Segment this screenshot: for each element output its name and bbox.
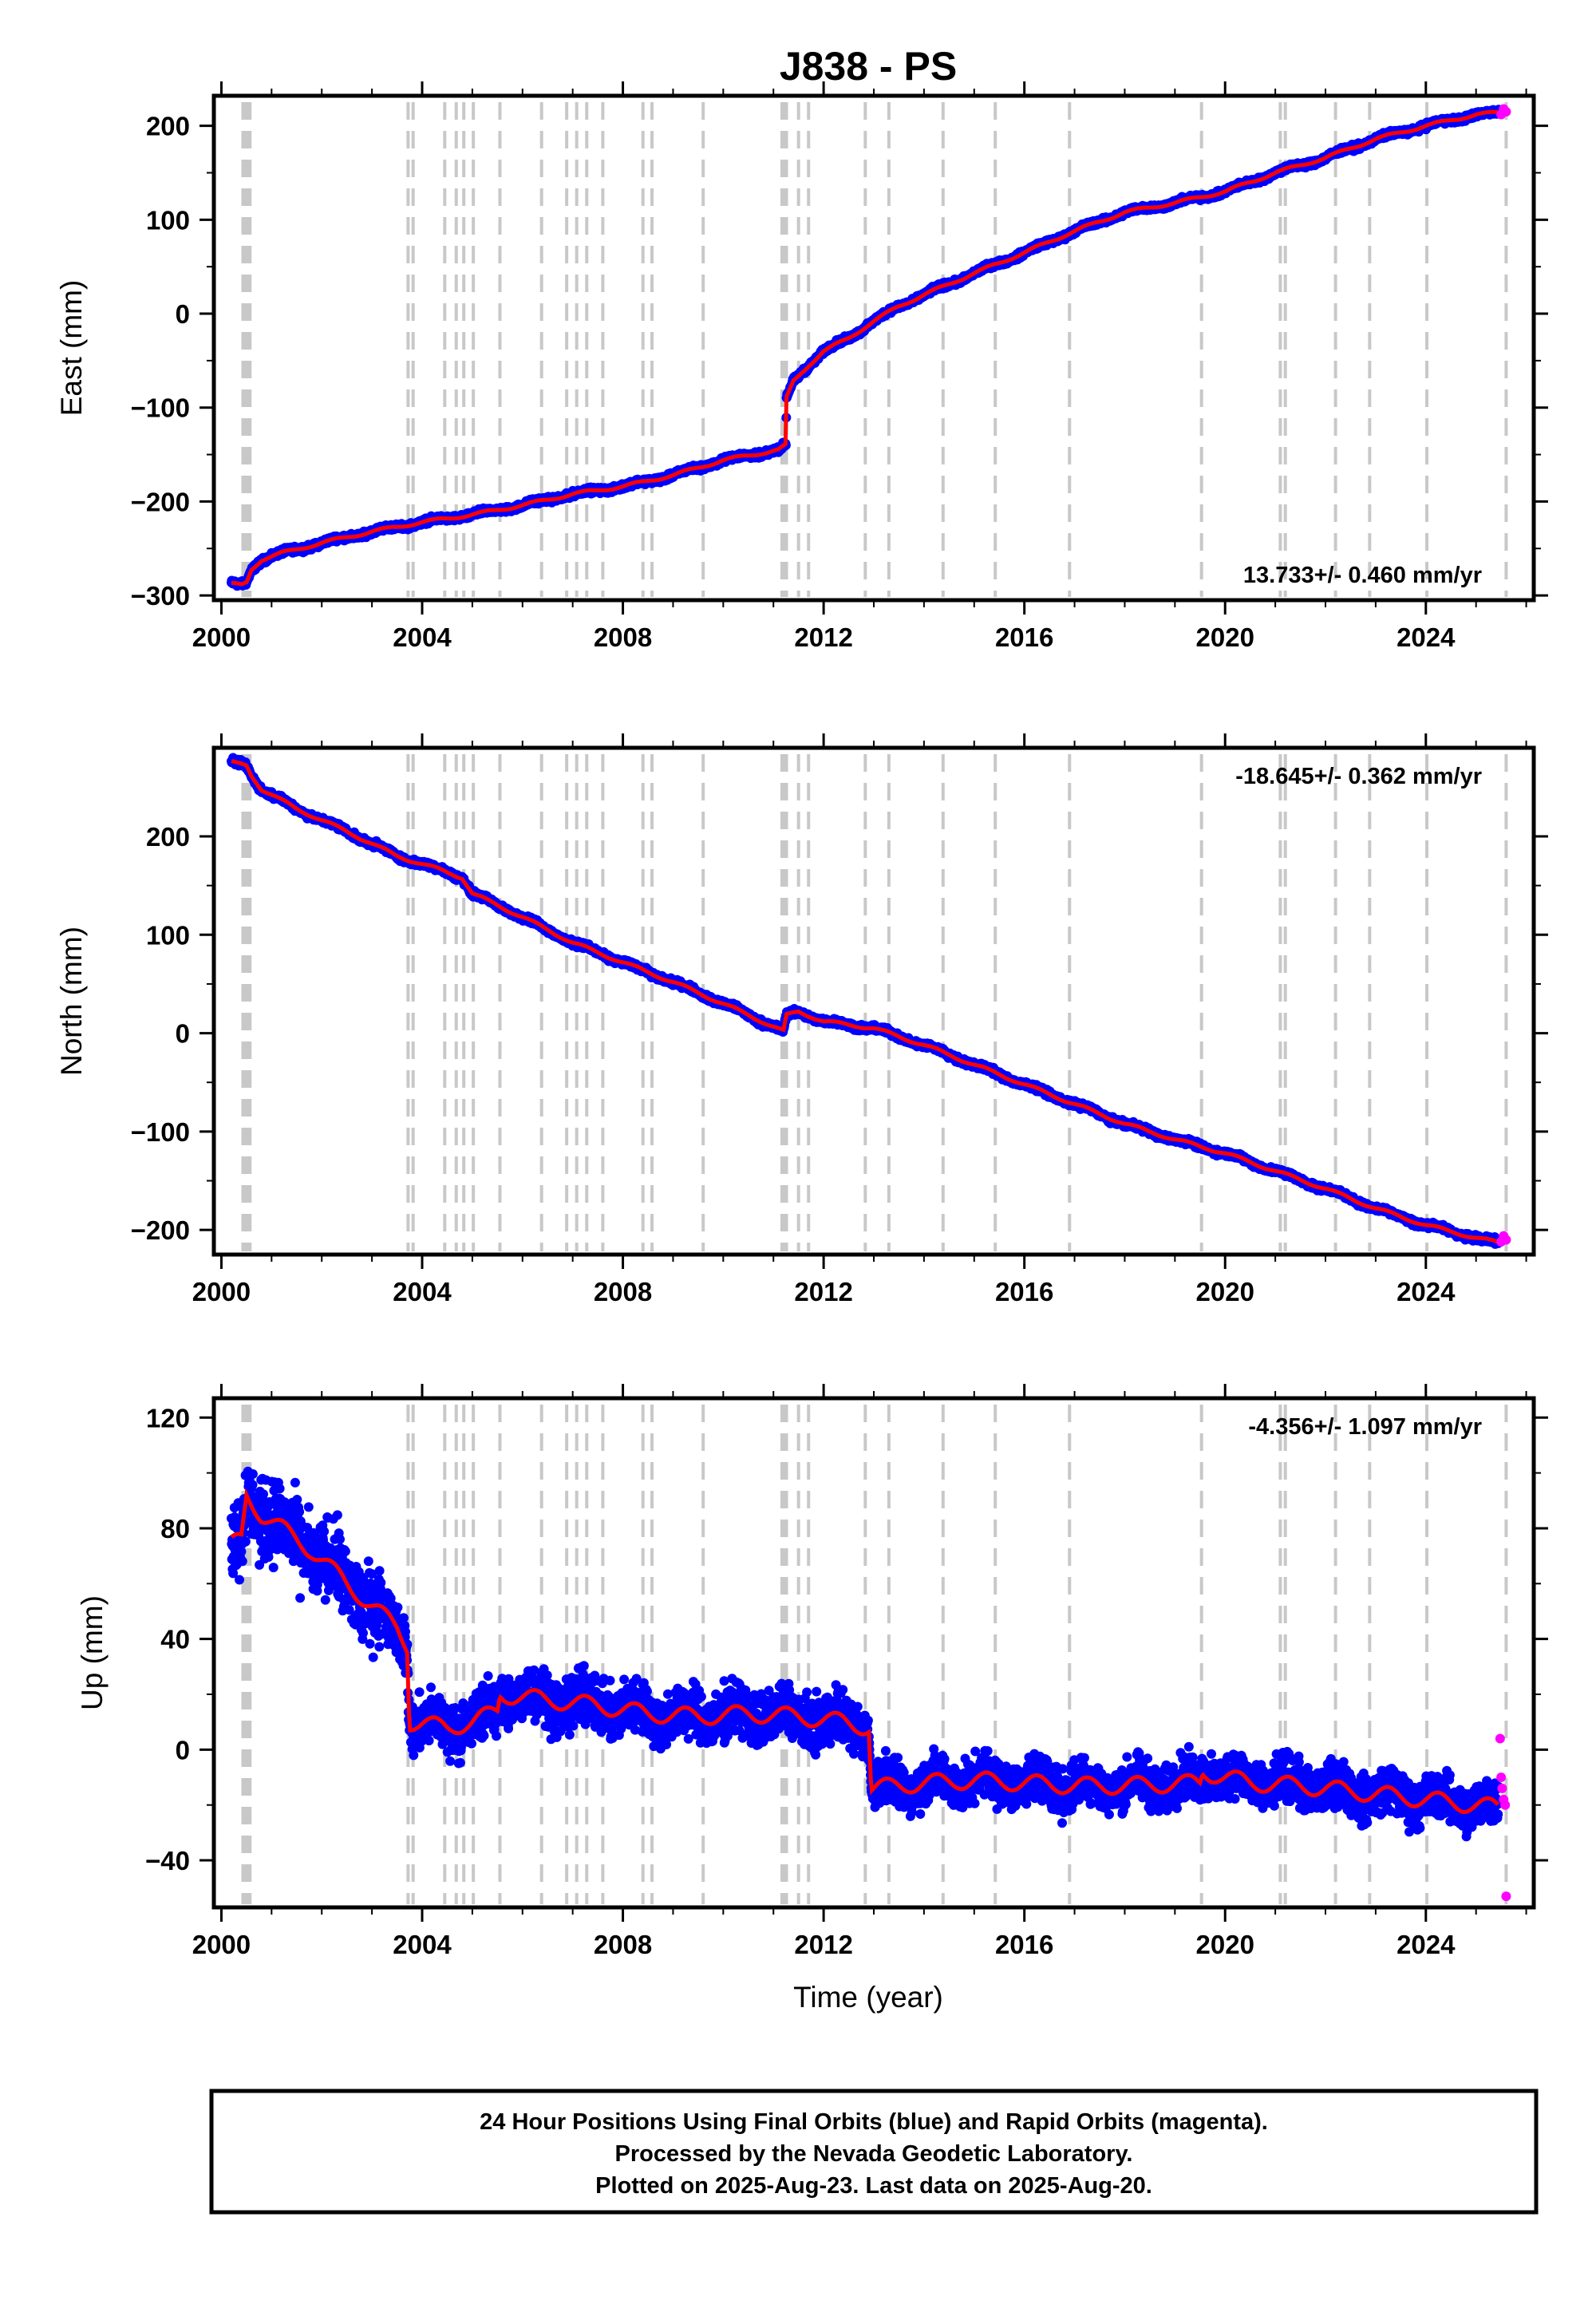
up-panel: 2000 2004 2008 2012 2016 2020 2024 −40 0 40 80 120 U…: [76, 1384, 1548, 1959]
x-tick-label: 2012: [794, 1277, 852, 1306]
x-tick-label: 2012: [794, 1930, 852, 1959]
rapid-orbit-point: [1501, 1891, 1511, 1902]
up-rate-label: -4.356+/- 1.097 mm/yr: [1248, 1414, 1482, 1440]
rapid-orbit-point: [1497, 1783, 1507, 1793]
y-tick-label: 40: [160, 1625, 190, 1654]
x-tick-label: 2024: [1396, 622, 1456, 652]
footer-line-2: Processed by the Nevada Geodetic Laborat…: [615, 2141, 1133, 2167]
y-tick-label: −100: [131, 393, 190, 423]
y-tick-label: −40: [145, 1846, 190, 1875]
x-tick-label: 2000: [192, 1277, 251, 1306]
up-event-lines: [241, 1405, 1508, 1904]
footer-box: [209, 2089, 1539, 2215]
y-tick-label: −100: [131, 1117, 190, 1147]
y-tick-label: 100: [146, 205, 190, 235]
y-tick-label: 200: [146, 112, 190, 141]
footer-line-1: 24 Hour Positions Using Final Orbits (bl…: [480, 2109, 1268, 2135]
y-tick-label: 0: [176, 299, 190, 329]
x-tick-label: 2004: [393, 1277, 452, 1306]
y-tick-label: 200: [146, 822, 190, 852]
x-tick-label: 2024: [1396, 1277, 1456, 1306]
x-tick-label: 2000: [192, 622, 251, 652]
rapid-orbit-point: [1495, 1733, 1505, 1744]
north-model-line: [231, 759, 1499, 1244]
x-tick-label: 2020: [1196, 1277, 1254, 1306]
north-panel: 2000 2004 2008 2012 2016 2020 2024 −200 −100 0 100…: [55, 733, 1548, 1306]
x-tick-label: 2016: [995, 622, 1053, 652]
east-rate-label: 13.733+/- 0.460 mm/yr: [1243, 563, 1482, 588]
y-tick-label: 0: [176, 1019, 190, 1049]
y-tick-label: −200: [131, 1215, 190, 1245]
chart-title: J838 - PS: [780, 44, 957, 89]
north-rate-label: -18.645+/- 0.362 mm/yr: [1235, 764, 1482, 789]
north-y-axis-label: North (mm): [55, 927, 88, 1076]
north-event-lines: [241, 754, 1508, 1251]
y-tick-label: 0: [176, 1735, 190, 1765]
x-tick-label: 2008: [594, 1277, 652, 1306]
north-rapid-orbit-points: [1496, 1231, 1511, 1247]
up-model-line: [230, 1487, 1500, 1814]
x-tick-label: 2008: [594, 622, 652, 652]
x-tick-label: 2000: [192, 1930, 251, 1959]
x-tick-label: 2004: [393, 1930, 452, 1959]
x-tick-label: 2004: [393, 622, 452, 652]
up-rapid-orbit-points: [1495, 1733, 1511, 1902]
y-tick-label: 120: [146, 1403, 190, 1433]
rapid-orbit-point: [1501, 107, 1511, 117]
y-tick-label: 80: [160, 1514, 190, 1543]
y-tick-label: −300: [131, 581, 190, 611]
east-panel: 2000 2004 2008 2012 2016 2020 2024−300−200−100…: [55, 81, 1548, 652]
y-tick-label: 100: [146, 920, 190, 950]
east-event-lines: [241, 102, 1508, 597]
east-y-axis-label: East (mm): [55, 280, 88, 417]
x-tick-label: 2016: [995, 1930, 1053, 1959]
x-tick-label: 2012: [794, 622, 852, 652]
east-model-line: [231, 109, 1499, 587]
rapid-orbit-point: [1501, 1235, 1511, 1245]
x-tick-label: 2020: [1196, 622, 1254, 652]
x-tick-label: 2008: [594, 1930, 652, 1959]
x-tick-label: 2016: [995, 1277, 1053, 1306]
up-y-axis-label: Up (mm): [76, 1595, 109, 1710]
east-rapid-orbit-points: [1496, 104, 1511, 120]
rapid-orbit-point: [1496, 1773, 1507, 1783]
x-tick-label: 2024: [1396, 1930, 1456, 1959]
y-tick-label: −200: [131, 487, 190, 516]
x-axis-label: Time (year): [793, 1981, 943, 2014]
x-tick-label: 2020: [1196, 1930, 1254, 1959]
rapid-orbit-point: [1500, 1800, 1511, 1810]
footer-line-3: Plotted on 2025-Aug-23. Last data on 202…: [595, 2173, 1152, 2199]
